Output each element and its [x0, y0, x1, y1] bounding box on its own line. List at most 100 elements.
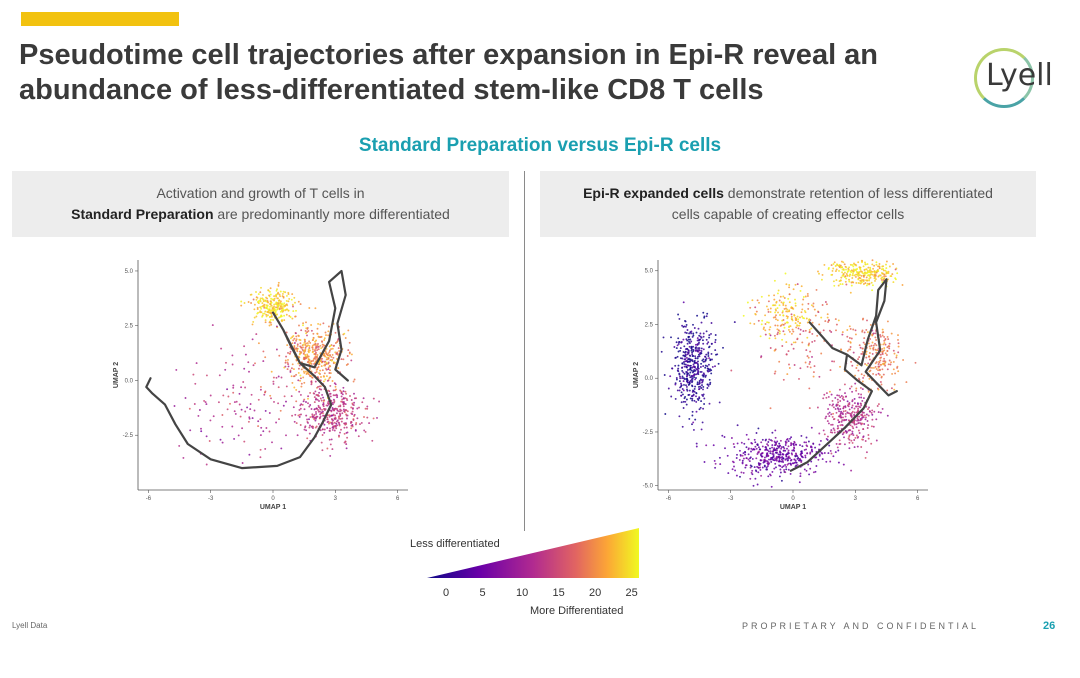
cell-point: [692, 428, 695, 431]
cell-point: [299, 374, 302, 377]
cell-point: [854, 374, 857, 377]
cell-point: [312, 350, 315, 353]
cell-point: [372, 417, 375, 420]
cell-point: [892, 349, 895, 352]
cell-point: [809, 366, 812, 369]
cell-point: [859, 346, 862, 349]
cell-point: [772, 316, 775, 319]
cell-point: [840, 348, 843, 351]
cell-point: [333, 401, 336, 404]
cell-point: [781, 453, 784, 455]
cell-point: [806, 365, 809, 368]
cell-point: [277, 281, 280, 284]
cell-point: [319, 415, 322, 418]
cell-point: [286, 361, 289, 364]
cell-point: [783, 297, 786, 299]
cell-point: [705, 338, 708, 341]
cell-point: [769, 450, 772, 453]
cell-point: [747, 447, 750, 450]
cell-point: [857, 429, 860, 432]
cell-point: [780, 458, 783, 461]
cell-point: [825, 460, 828, 463]
cell-point: [811, 340, 814, 343]
cell-point: [317, 385, 319, 388]
cell-point: [832, 267, 835, 270]
cell-point: [875, 271, 878, 274]
x-tick-label: 6: [396, 496, 400, 502]
cell-point: [334, 383, 337, 386]
cell-point: [719, 463, 722, 466]
cell-point: [863, 337, 866, 340]
cell-point: [294, 413, 297, 416]
cell-point: [321, 428, 324, 431]
cell-point: [855, 423, 858, 426]
cell-point: [881, 334, 884, 337]
cell-point: [795, 326, 798, 329]
cell-point: [851, 399, 854, 402]
cell-point: [337, 415, 340, 418]
cell-point: [835, 329, 837, 332]
cell-point: [799, 444, 801, 447]
cell-point: [328, 438, 331, 441]
cell-point: [839, 279, 842, 282]
cell-point: [850, 469, 853, 472]
cell-point: [782, 295, 785, 298]
cell-point: [905, 381, 908, 384]
cell-point: [875, 418, 878, 421]
cell-point: [880, 268, 883, 271]
cell-point: [319, 369, 322, 372]
cell-point: [820, 278, 823, 281]
cell-point: [298, 390, 301, 393]
cell-point: [881, 328, 884, 331]
cell-point: [783, 333, 786, 336]
cell-point: [317, 409, 320, 411]
cell-point: [319, 429, 322, 432]
cell-point: [810, 426, 813, 429]
cell-point: [785, 457, 788, 460]
cell-point: [279, 302, 282, 305]
cell-point: [688, 389, 691, 392]
cell-point: [852, 434, 855, 437]
cell-point: [294, 332, 297, 335]
cell-point: [846, 431, 848, 433]
cell-point: [745, 446, 748, 449]
cell-point: [257, 342, 260, 345]
cell-point: [849, 327, 852, 330]
cell-point: [812, 302, 815, 305]
cell-point: [732, 443, 735, 445]
cell-point: [328, 349, 331, 352]
cell-point: [880, 356, 883, 359]
cell-point: [348, 341, 351, 344]
cell-point: [848, 447, 851, 450]
cell-point: [305, 414, 308, 417]
cell-point: [826, 435, 829, 438]
cell-point: [775, 318, 777, 321]
cell-point: [811, 321, 814, 324]
cell-point: [769, 447, 771, 450]
cell-point: [773, 334, 776, 337]
cell-point: [253, 303, 256, 306]
cell-point: [892, 281, 895, 284]
cell-point: [263, 303, 266, 306]
cell-point: [295, 422, 298, 425]
cell-point: [778, 453, 781, 456]
cell-point: [797, 318, 800, 321]
cell-point: [325, 363, 328, 365]
cell-point: [754, 441, 757, 444]
cell-point: [327, 325, 330, 328]
cell-point: [859, 402, 862, 405]
cell-point: [778, 442, 781, 445]
cell-point: [851, 264, 854, 266]
cell-point: [878, 360, 880, 363]
cell-point: [221, 414, 224, 416]
cell-point: [786, 321, 789, 324]
cell-point: [265, 315, 268, 318]
cell-point: [233, 437, 236, 440]
cell-point: [256, 306, 259, 309]
cell-point: [262, 350, 265, 353]
cell-point: [754, 312, 757, 315]
cell-point: [345, 426, 348, 429]
cell-point: [810, 449, 813, 452]
cell-point: [754, 306, 757, 309]
cell-point: [773, 372, 776, 375]
